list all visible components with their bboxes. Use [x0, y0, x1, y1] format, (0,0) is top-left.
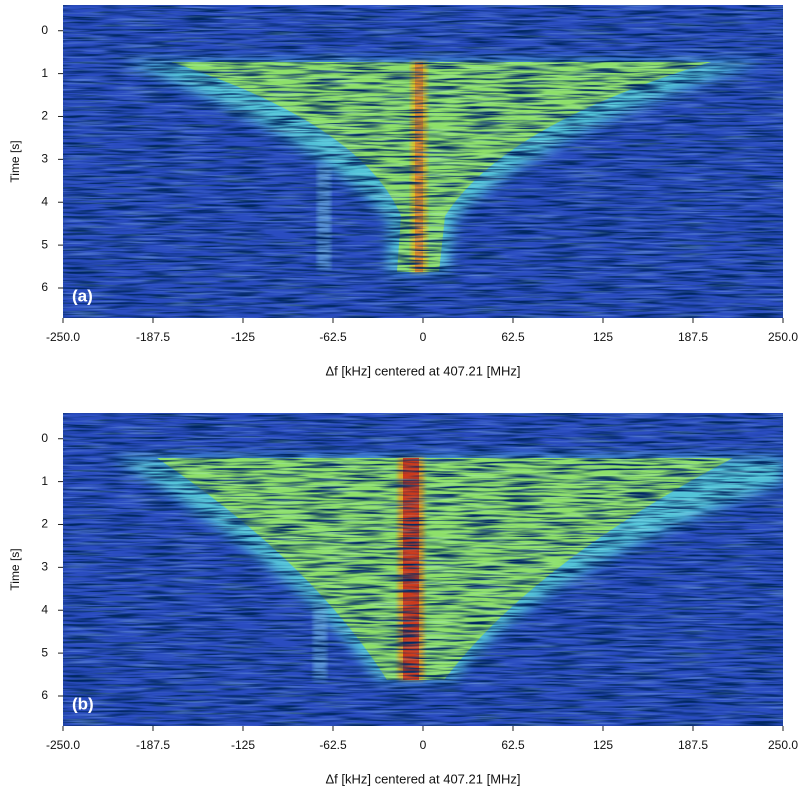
y-tick-label: 1 [41, 474, 48, 488]
y-tick-label: 6 [41, 688, 48, 702]
x-tick-label: 62.5 [501, 330, 525, 344]
y-axis-label: Time [s] [8, 140, 22, 182]
x-tick-label: 187.5 [678, 330, 708, 344]
y-tick-label: 0 [41, 23, 48, 37]
x-tick-label: 250.0 [768, 738, 798, 752]
x-tick-label: 0 [420, 330, 427, 344]
x-tick-label: 0 [420, 738, 427, 752]
y-tick-label: 0 [41, 431, 48, 445]
panel-label: (a) [72, 286, 93, 305]
x-tick-label: 187.5 [678, 738, 708, 752]
y-tick-label: 1 [41, 66, 48, 80]
x-tick-label: -62.5 [319, 738, 347, 752]
x-tick-label: 250.0 [768, 330, 798, 344]
x-tick-label: -187.5 [136, 738, 170, 752]
y-tick-label: 2 [41, 517, 48, 531]
x-tick-label: -187.5 [136, 330, 170, 344]
y-tick-label: 2 [41, 109, 48, 123]
y-tick-label: 3 [41, 152, 48, 166]
y-tick-label: 5 [41, 645, 48, 659]
y-tick-label: 5 [41, 237, 48, 251]
y-axis-label: Time [s] [8, 548, 22, 590]
x-axis-label: Δf [kHz] centered at 407.21 [MHz] [325, 771, 520, 786]
y-tick-label: 4 [41, 194, 48, 208]
x-axis-label: Δf [kHz] centered at 407.21 [MHz] [325, 363, 520, 378]
spectrogram-b [63, 413, 783, 726]
x-tick-label: -250.0 [46, 330, 80, 344]
spectrogram-a [63, 5, 783, 318]
y-tick-label: 4 [41, 602, 48, 616]
x-tick-label: 62.5 [501, 738, 525, 752]
x-tick-label: 125 [593, 738, 613, 752]
x-tick-label: -250.0 [46, 738, 80, 752]
x-tick-label: 125 [593, 330, 613, 344]
y-tick-label: 6 [41, 280, 48, 294]
x-tick-label: -125 [231, 330, 255, 344]
x-tick-label: -125 [231, 738, 255, 752]
y-tick-label: 3 [41, 560, 48, 574]
panel-label: (b) [72, 694, 94, 713]
x-tick-label: -62.5 [319, 330, 347, 344]
